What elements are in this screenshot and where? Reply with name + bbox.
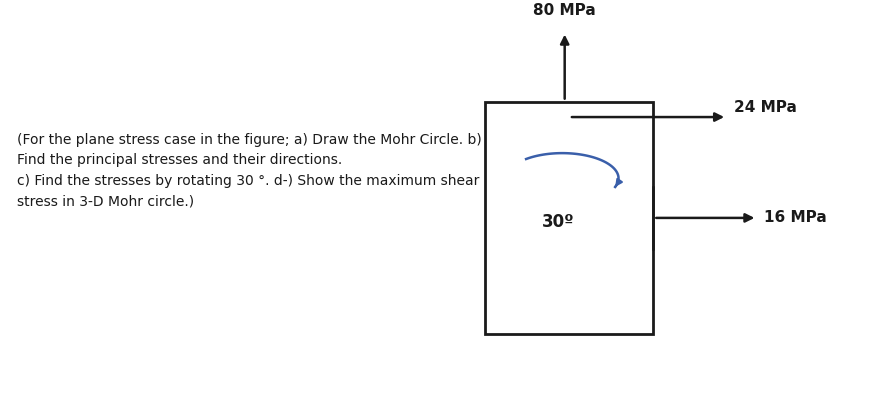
Text: (For the plane stress case in the figure; a) Draw the Mohr Circle. b)
Find the p: (For the plane stress case in the figure… bbox=[17, 133, 482, 208]
Text: 80 MPa: 80 MPa bbox=[533, 3, 596, 18]
Text: 16 MPa: 16 MPa bbox=[764, 210, 827, 225]
Text: 30º: 30º bbox=[542, 213, 574, 231]
Text: 24 MPa: 24 MPa bbox=[734, 100, 797, 115]
Bar bbox=[484, 102, 654, 334]
